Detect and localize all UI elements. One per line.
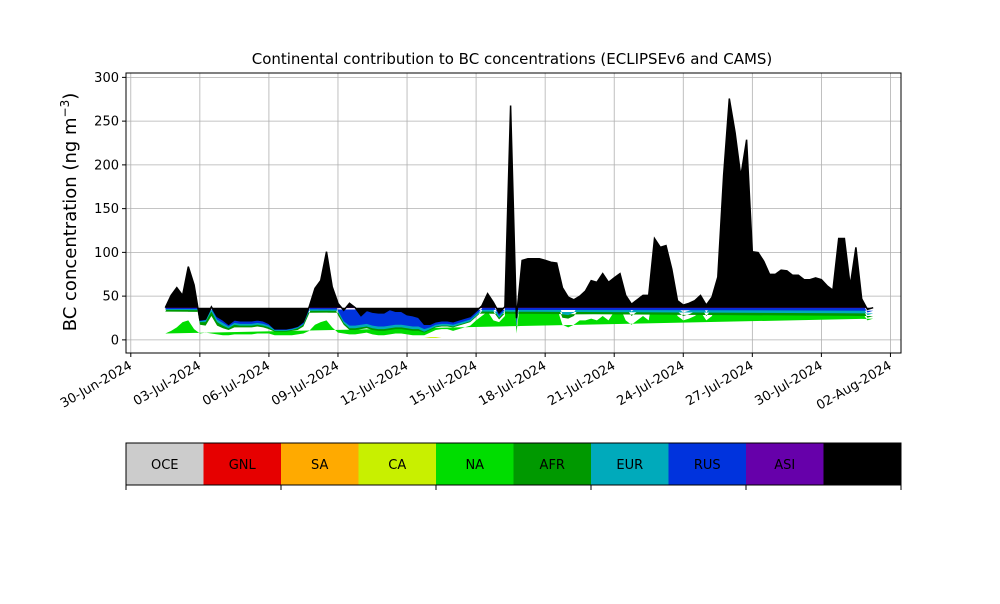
total-line xyxy=(164,98,874,330)
legend-label-afr: AFR xyxy=(540,458,565,473)
y-tick-label: 0 xyxy=(111,333,119,348)
legend-swatch-na xyxy=(436,443,514,485)
y-tick-label: 200 xyxy=(94,158,119,173)
x-tick-label: 15-Jul-2024 xyxy=(407,358,480,409)
y-tick-label: 100 xyxy=(94,246,119,261)
legend-label-aus: AUS xyxy=(849,458,876,473)
y-axis-label-main: BC concentration (ng m xyxy=(60,117,81,331)
legend-label-ca: CA xyxy=(388,458,406,473)
x-tick-label: 03-Jul-2024 xyxy=(131,358,204,409)
legend-swatch-afr xyxy=(513,443,592,485)
legend-label-gnl: GNL xyxy=(229,458,257,473)
plot-frame xyxy=(125,72,902,354)
legend-label-na: NA xyxy=(465,458,484,473)
stacked-areas xyxy=(165,98,874,338)
legend-label-oce: OCE xyxy=(151,458,179,473)
y-tick-label: 250 xyxy=(94,115,119,130)
legend-swatch-ca xyxy=(358,443,437,485)
plot-area xyxy=(125,72,902,354)
legend-swatch-eur xyxy=(591,443,669,485)
x-tick-label: 27-Jul-2024 xyxy=(684,358,757,409)
y-axis: 0 50 100 150 200 250 300 xyxy=(94,71,126,348)
x-tick-label: 12-Jul-2024 xyxy=(338,358,411,409)
x-tick-label: 21-Jul-2024 xyxy=(545,358,618,409)
legend-frame xyxy=(125,442,902,486)
total-concentration-line xyxy=(164,98,874,330)
y-tick-label: 150 xyxy=(94,202,119,217)
x-tick-label: 18-Jul-2024 xyxy=(476,358,549,409)
legend-swatch-asi xyxy=(746,443,824,485)
legend-swatch-gnl xyxy=(203,443,282,485)
y-axis-label-close: ) xyxy=(60,93,81,100)
legend-swatch-rus xyxy=(668,443,747,485)
x-axis: 30-Jun-202403-Jul-202406-Jul-202409-Jul-… xyxy=(58,353,894,414)
legend-label-rus: RUS xyxy=(694,458,721,473)
legend-label-asi: ASI xyxy=(774,458,795,473)
area-series-ca xyxy=(165,337,874,338)
legend-swatch-aus xyxy=(823,443,902,485)
area-series-aus xyxy=(165,98,874,329)
x-tick-label: 30-Jun-2024 xyxy=(58,358,135,411)
x-tick-label: 02-Aug-2024 xyxy=(814,358,894,413)
y-tick-label: 300 xyxy=(94,71,119,86)
chart-title: Continental contribution to BC concentra… xyxy=(252,50,773,68)
x-tick-label: 06-Jul-2024 xyxy=(200,358,273,409)
legend-colorbar: OCE GNL SA CA NA AFR EUR RUS ASI AUS xyxy=(125,442,902,490)
legend-swatch-sa xyxy=(281,443,359,485)
legend-swatch-oce xyxy=(126,443,204,485)
x-tick-label: 24-Jul-2024 xyxy=(614,358,687,409)
y-axis-label-exponent: −3 xyxy=(58,100,72,118)
y-axis-label: BC concentration (ng m−3) xyxy=(58,93,81,332)
legend-label-sa: SA xyxy=(311,458,328,473)
y-tick-label: 50 xyxy=(102,290,119,305)
x-tick-label: 09-Jul-2024 xyxy=(269,358,342,409)
legend-label-eur: EUR xyxy=(616,458,643,473)
